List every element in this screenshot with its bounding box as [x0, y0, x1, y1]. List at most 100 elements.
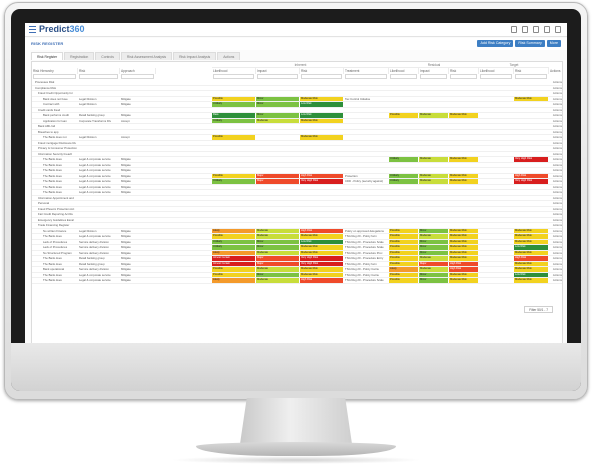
tab[interactable]: Controls	[95, 52, 120, 60]
row-actions-link[interactable]: Actions	[552, 113, 562, 117]
risk-hierarchy-node[interactable]: Compliance Risk	[35, 85, 56, 90]
tab[interactable]: Actions	[217, 52, 241, 60]
row-actions-link[interactable]: Actions	[552, 102, 562, 106]
risk-hierarchy-node[interactable]: Bank performs credit	[43, 113, 69, 117]
row-actions-link[interactable]: Actions	[552, 107, 562, 112]
table-row[interactable]: The Bank does Legal & corporate service Mi…	[32, 278, 562, 284]
print-icon[interactable]	[511, 26, 517, 33]
row-actions-link[interactable]: Actions	[552, 129, 562, 134]
table-row[interactable]: The Bank does Legal & corporate service Mi…	[32, 184, 562, 190]
tab[interactable]: Risk Assessment Analysis	[120, 52, 173, 60]
table-row[interactable]: Bank performs credit Retail banking group…	[32, 113, 562, 119]
row-actions-link[interactable]: Actions	[552, 228, 562, 233]
column-filter-input[interactable]	[480, 74, 512, 79]
row-actions-link[interactable]: Actions	[552, 179, 562, 183]
column-header[interactable]: Treatment	[344, 68, 389, 74]
row-actions-link[interactable]: Actions	[552, 91, 562, 95]
table-row[interactable]: Breaches to app Actions	[32, 129, 562, 135]
row-actions-link[interactable]: Actions	[552, 256, 562, 260]
tab[interactable]: Risk Impact Analysis	[173, 52, 217, 60]
table-row[interactable]: The Bank does Legal & corporate service Mi…	[32, 162, 562, 168]
risk-hierarchy-node[interactable]: Contract with	[43, 102, 60, 106]
table-row[interactable]: No written Finance Legal Division Mitigate…	[32, 228, 562, 234]
risk-hierarchy-node[interactable]: The Bank does	[43, 234, 62, 238]
risk-hierarchy-node[interactable]: Emergency Guidelines Escal	[38, 217, 74, 222]
column-filter-input[interactable]	[79, 74, 118, 79]
table-row[interactable]: No Structured Program Service delivery di…	[32, 250, 562, 256]
row-actions-link[interactable]: Actions	[552, 239, 562, 244]
risk-hierarchy-node[interactable]: Bank does not have	[43, 96, 68, 101]
app-logo[interactable]: Predict360	[39, 24, 85, 34]
export-icon[interactable]	[522, 26, 528, 33]
row-actions-link[interactable]: Actions	[552, 190, 562, 194]
table-row[interactable]: Information Appointment and Actions	[32, 195, 562, 201]
column-filter-input[interactable]	[345, 74, 387, 79]
column-filter-input[interactable]	[515, 74, 547, 79]
column-header[interactable]: Actions	[549, 68, 562, 74]
risk-hierarchy-node[interactable]: The Bank does	[43, 168, 62, 172]
table-row[interactable]: The Bank does Legal & corporate service Mi…	[32, 168, 562, 174]
table-row[interactable]: Lack of Procedures Service delivery divis…	[32, 239, 562, 245]
row-actions-link[interactable]: Actions	[552, 184, 562, 189]
toolbar-button[interactable]: More	[546, 40, 561, 47]
risk-hierarchy-node[interactable]: Processes Risk	[35, 80, 55, 84]
risk-hierarchy-node[interactable]: Fair Credit Reporting Act Re	[38, 212, 73, 216]
row-actions-link[interactable]: Actions	[552, 124, 562, 128]
risk-hierarchy-node[interactable]: Lack of Procedures	[43, 239, 68, 244]
row-actions-link[interactable]: Actions	[552, 250, 562, 255]
table-row[interactable]: The Bank does Legal & corporate service Mi…	[32, 190, 562, 196]
risk-hierarchy-node[interactable]: Credit cards fraud	[38, 107, 61, 112]
column-filter-input[interactable]	[301, 74, 342, 79]
table-row[interactable]: The Bank does Legal & corporate service Mi…	[32, 157, 562, 163]
risk-hierarchy-node[interactable]: Fraud mortgage Disclosure Ru	[38, 140, 77, 145]
table-row[interactable]: Privacy & Consumer Protection Actions	[32, 146, 562, 152]
row-actions-link[interactable]: Actions	[552, 135, 562, 139]
row-actions-link[interactable]: Actions	[552, 195, 562, 200]
row-actions-link[interactable]: Actions	[552, 118, 562, 123]
row-actions-link[interactable]: Actions	[552, 217, 562, 222]
table-row[interactable]: The Bank does Legal & corporate service Mi…	[32, 272, 562, 278]
table-row[interactable]: Emergency Guidelines Escal Actions	[32, 217, 562, 223]
risk-hierarchy-node[interactable]: No Structured Program	[43, 250, 72, 255]
hamburger-menu-icon[interactable]	[29, 26, 36, 33]
risk-hierarchy-node[interactable]: The Bank does	[43, 256, 62, 260]
column-header[interactable]: Risk	[449, 68, 479, 74]
risk-hierarchy-node[interactable]: Application for loan	[43, 118, 67, 123]
column-filter-input[interactable]	[390, 74, 417, 79]
risk-hierarchy-node[interactable]: The Bank does	[43, 272, 62, 277]
table-row[interactable]: Contract with Legal Division Mitigate Unlik…	[32, 102, 562, 108]
risk-hierarchy-node[interactable]: Breaches to app	[38, 129, 59, 134]
table-row[interactable]: Personal Actions	[32, 201, 562, 207]
risk-hierarchy-node[interactable]: The Bank does	[43, 162, 62, 167]
table-row[interactable]: Processes Risk Actions	[32, 80, 562, 86]
toolbar-button[interactable]: Risk Summary	[515, 40, 545, 47]
risk-hierarchy-node[interactable]: Lack of Procedures	[43, 245, 68, 249]
row-actions-link[interactable]: Actions	[552, 85, 562, 90]
table-row[interactable]: The Bank does Legal & corporate service Mi…	[32, 179, 562, 185]
row-actions-link[interactable]: Actions	[552, 96, 562, 101]
risk-hierarchy-node[interactable]: Trade Financing Register	[38, 223, 70, 227]
risk-hierarchy-node[interactable]: Fraud Credit Opportunity for	[38, 91, 73, 95]
row-actions-link[interactable]: Actions	[552, 234, 562, 238]
row-actions-link[interactable]: Actions	[552, 140, 562, 145]
table-row[interactable]: Fraud mortgage Disclosure Ru Actions	[32, 140, 562, 146]
row-actions-link[interactable]: Actions	[552, 272, 562, 277]
column-header[interactable]: Likelihood	[479, 68, 514, 74]
column-filter-input[interactable]	[257, 74, 298, 79]
table-row[interactable]: The Bank does Retail banking group Mitigat…	[32, 262, 562, 267]
table-row[interactable]: The Bank does Retail banking group Mitigat…	[32, 256, 562, 262]
table-row[interactable]: Lack of Procedures Service delivery divis…	[32, 245, 562, 251]
column-filter-input[interactable]	[450, 74, 477, 79]
row-actions-link[interactable]: Actions	[552, 245, 562, 249]
row-actions-link[interactable]: Actions	[552, 151, 562, 156]
risk-hierarchy-node[interactable]: Fraud Phoenix Protection Act	[38, 206, 75, 211]
table-row[interactable]: Bank operational Service delivery divisio…	[32, 267, 562, 273]
settings-icon[interactable]	[555, 26, 561, 33]
risk-hierarchy-node[interactable]: The Bank does	[43, 179, 62, 183]
table-row[interactable]: Credit cards fraud Actions	[32, 107, 562, 113]
table-row[interactable]: Compliance Risk Actions	[32, 85, 562, 91]
row-actions-link[interactable]: Actions	[552, 267, 562, 271]
risk-hierarchy-node[interactable]: No written Finance	[43, 228, 67, 233]
column-filter-input[interactable]	[420, 74, 447, 79]
toolbar-button[interactable]: Add Risk Category	[477, 40, 514, 47]
